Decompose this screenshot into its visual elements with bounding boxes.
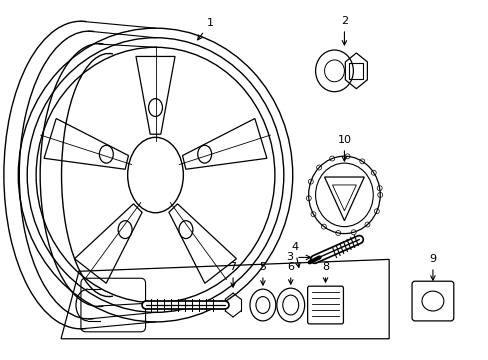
Text: 5: 5 (259, 262, 266, 285)
Text: 2: 2 (340, 16, 347, 45)
Text: 6: 6 (286, 262, 294, 284)
Text: 7: 7 (229, 262, 236, 287)
Text: 9: 9 (428, 255, 436, 280)
Text: 3: 3 (285, 252, 310, 262)
Text: 4: 4 (290, 243, 300, 267)
Text: 1: 1 (197, 18, 213, 40)
Text: 10: 10 (337, 135, 351, 161)
Text: 8: 8 (321, 262, 328, 282)
